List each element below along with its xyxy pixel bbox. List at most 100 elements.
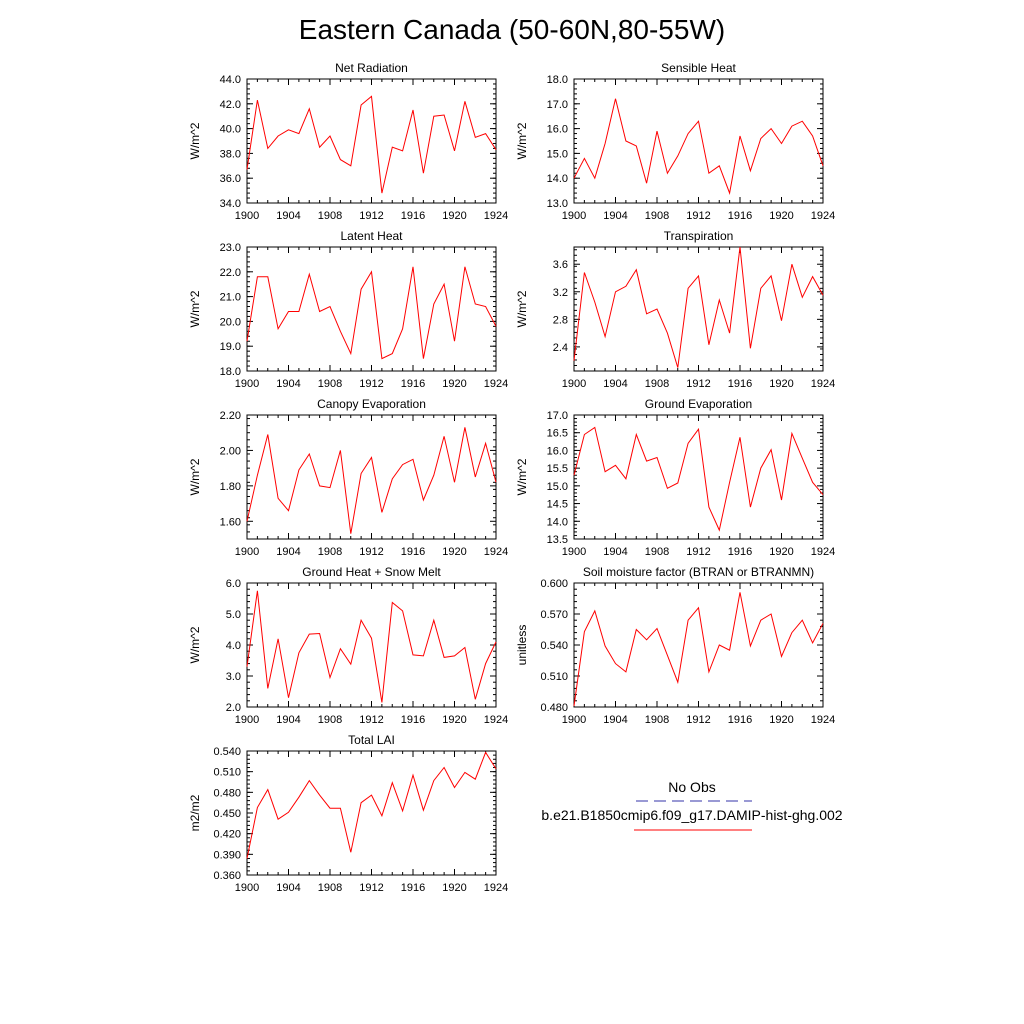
- y-tick-label: 34.0: [220, 198, 241, 210]
- x-tick-label: 1900: [562, 210, 586, 222]
- x-tick-label: 1916: [728, 714, 752, 726]
- y-tick-label: 15.0: [547, 481, 568, 493]
- y-axis-label: W/m^2: [515, 122, 529, 159]
- chart-title: Latent Heat: [340, 229, 403, 243]
- chart-title: Ground Heat + Snow Melt: [302, 565, 441, 579]
- x-tick-label: 1908: [318, 378, 342, 390]
- y-axis-label: W/m^2: [515, 458, 529, 495]
- y-tick-label: 1.80: [220, 481, 241, 493]
- x-tick-label: 1908: [318, 210, 342, 222]
- chart-title: Sensible Heat: [661, 61, 736, 75]
- y-tick-label: 0.540: [213, 746, 241, 758]
- x-tick-label: 1920: [769, 546, 793, 558]
- y-tick-label: 2.20: [220, 410, 241, 422]
- y-tick-label: 0.540: [540, 640, 568, 652]
- y-tick-label: 4.0: [226, 640, 241, 652]
- x-tick-label: 1920: [769, 378, 793, 390]
- y-tick-label: 36.0: [220, 173, 241, 185]
- x-tick-label: 1920: [442, 210, 466, 222]
- x-tick-label: 1900: [562, 378, 586, 390]
- y-tick-label: 22.0: [220, 267, 241, 279]
- chart-panel-6: Ground Evaporation W/m^2 1900 1904 1908 1912 1…: [515, 397, 835, 558]
- y-tick-label: 20.0: [220, 316, 241, 328]
- y-tick-label: 0.480: [213, 787, 241, 799]
- x-tick-label: 1924: [484, 210, 508, 222]
- y-tick-label: 15.0: [547, 148, 568, 160]
- x-tick-label: 1916: [401, 714, 425, 726]
- legend-obs-label: No Obs: [668, 779, 716, 795]
- chart-panel-2: Sensible Heat W/m^2 1900 1904 1908 1912 1916 19…: [515, 61, 835, 222]
- x-tick-label: 1924: [484, 546, 508, 558]
- y-axis-label: W/m^2: [515, 290, 529, 327]
- x-tick-label: 1920: [442, 546, 466, 558]
- x-tick-label: 1920: [769, 714, 793, 726]
- y-tick-label: 40.0: [220, 124, 241, 136]
- x-tick-label: 1912: [686, 714, 710, 726]
- series-line: [246, 590, 497, 703]
- y-tick-label: 2.4: [553, 342, 568, 354]
- x-tick-label: 1912: [359, 714, 383, 726]
- y-tick-label: 0.600: [540, 578, 568, 590]
- x-tick-label: 1904: [276, 714, 300, 726]
- x-tick-label: 1900: [235, 882, 259, 894]
- x-tick-label: 1912: [686, 546, 710, 558]
- y-tick-label: 0.510: [540, 671, 568, 683]
- x-tick-label: 1904: [603, 714, 627, 726]
- x-tick-label: 1900: [235, 714, 259, 726]
- y-tick-label: 0.570: [540, 609, 568, 621]
- x-tick-label: 1912: [686, 210, 710, 222]
- chart-title: Transpiration: [664, 229, 734, 243]
- chart-panel-4: Transpiration W/m^2 1900 1904 1908 1912 1916 19…: [515, 229, 835, 390]
- x-tick-label: 1920: [769, 210, 793, 222]
- y-tick-label: 14.5: [547, 499, 568, 511]
- series-line: [573, 246, 824, 368]
- chart-title: Canopy Evaporation: [317, 397, 426, 411]
- x-tick-label: 1912: [359, 378, 383, 390]
- x-tick-label: 1916: [728, 210, 752, 222]
- y-tick-label: 6.0: [226, 578, 241, 590]
- x-tick-label: 1912: [686, 378, 710, 390]
- series-line: [573, 98, 824, 195]
- x-tick-label: 1904: [276, 882, 300, 894]
- x-tick-label: 1900: [235, 210, 259, 222]
- x-tick-label: 1916: [728, 378, 752, 390]
- x-tick-label: 1900: [235, 378, 259, 390]
- x-tick-label: 1908: [645, 714, 669, 726]
- y-tick-label: 0.420: [213, 829, 241, 841]
- chart-title: Net Radiation: [335, 61, 408, 75]
- x-tick-label: 1904: [603, 378, 627, 390]
- series-line: [246, 427, 497, 534]
- series-line: [573, 592, 824, 707]
- y-tick-label: 13.0: [547, 198, 568, 210]
- y-tick-label: 42.0: [220, 99, 241, 111]
- x-tick-label: 1904: [603, 210, 627, 222]
- x-tick-label: 1920: [442, 882, 466, 894]
- x-tick-label: 1912: [359, 210, 383, 222]
- chart-title: Soil moisture factor (BTRAN or BTRANMN): [583, 565, 814, 579]
- y-tick-label: 16.0: [547, 124, 568, 136]
- y-tick-label: 2.00: [220, 445, 241, 457]
- y-tick-label: 19.0: [220, 341, 241, 353]
- x-tick-label: 1900: [562, 546, 586, 558]
- y-tick-label: 2.0: [226, 702, 241, 714]
- chart-panel-8: Soil moisture factor (BTRAN or BTRANMN) u…: [515, 565, 835, 726]
- y-axis-label: W/m^2: [188, 458, 202, 495]
- y-tick-label: 38.0: [220, 148, 241, 160]
- y-tick-label: 1.60: [220, 516, 241, 528]
- x-tick-label: 1908: [645, 378, 669, 390]
- x-tick-label: 1916: [401, 378, 425, 390]
- x-tick-label: 1916: [401, 546, 425, 558]
- series-line: [246, 751, 497, 859]
- series-line: [246, 95, 497, 194]
- chart-title: Ground Evaporation: [645, 397, 752, 411]
- x-tick-label: 1908: [318, 714, 342, 726]
- x-tick-label: 1920: [442, 714, 466, 726]
- x-tick-label: 1904: [276, 546, 300, 558]
- y-tick-label: 5.0: [226, 609, 241, 621]
- y-tick-label: 23.0: [220, 242, 241, 254]
- y-tick-label: 44.0: [220, 74, 241, 86]
- x-tick-label: 1916: [728, 546, 752, 558]
- y-axis-label: W/m^2: [188, 626, 202, 663]
